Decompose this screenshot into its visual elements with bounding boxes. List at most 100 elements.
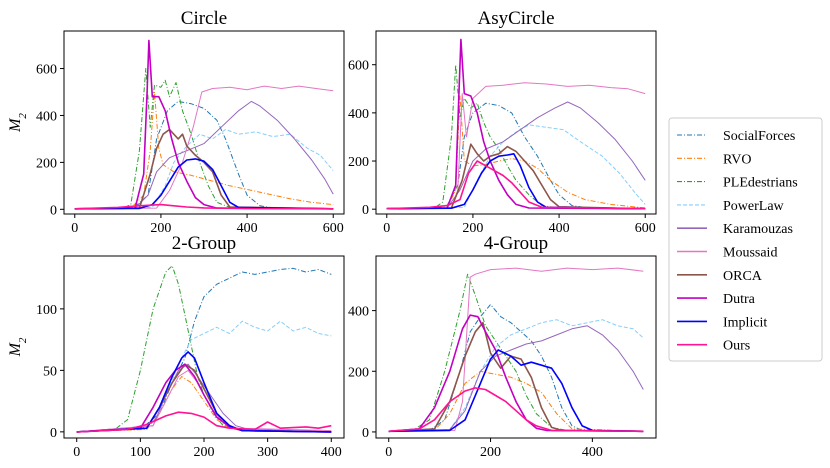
series-line-socialforces — [388, 304, 644, 432]
x-tick-label: 600 — [635, 221, 656, 236]
series-line-pledestrians — [76, 265, 332, 433]
series-line-pledestrians — [388, 273, 644, 432]
panel-title: Circle — [181, 8, 227, 29]
series-group — [386, 38, 646, 210]
series-group — [74, 39, 334, 210]
x-tick-label: 400 — [237, 221, 258, 236]
series-line-rvo — [388, 370, 644, 432]
series-line-moussaid — [388, 267, 644, 432]
series-line-implicit — [388, 349, 644, 433]
x-tick-label: 600 — [323, 221, 344, 236]
x-tick-label: 0 — [73, 445, 80, 460]
y-tick-label: 400 — [348, 305, 369, 320]
x-tick-label: 100 — [130, 445, 151, 460]
panel-title: AsyCircle — [477, 8, 554, 29]
y-tick-label: 600 — [348, 59, 369, 74]
panel-asycircle: AsyCircle 0 200 400 600 0 200 400 600 — [348, 8, 657, 236]
series-line-dutra — [76, 363, 332, 433]
series-line-moussaid — [386, 82, 646, 210]
series-line-pledestrians — [74, 68, 334, 210]
x-tick-label: 400 — [549, 221, 570, 236]
x-tick-label: 400 — [321, 445, 342, 460]
x-tick-label: 0 — [71, 221, 78, 236]
series-line-karamouzas — [76, 363, 332, 433]
series-line-ours — [74, 203, 334, 210]
y-tick-label: 200 — [36, 156, 57, 171]
legend-label-rvo: RVO — [723, 152, 751, 167]
legend-label-socialforces: SocialForces — [723, 129, 795, 144]
y-tick-label: 200 — [348, 155, 369, 170]
legend-label-moussaid: Moussaid — [723, 246, 777, 261]
panel-2-group: 2-Group 0 100 200 300 400 0 50 100 M2 — [7, 233, 345, 460]
x-tick-label: 300 — [257, 445, 278, 460]
series-line-implicit — [74, 158, 334, 210]
series-line-powerlaw — [388, 319, 644, 432]
x-tick-label: 200 — [194, 445, 215, 460]
y-tick-label: 50 — [43, 364, 57, 379]
series-line-ours — [76, 411, 332, 433]
series-line-pledestrians — [386, 64, 646, 210]
series-group — [76, 265, 332, 433]
x-tick-label: 0 — [383, 221, 390, 236]
y-tick-label: 400 — [36, 109, 57, 124]
series-line-powerlaw — [76, 320, 332, 433]
legend: SocialForces RVO PLEdestrians PowerLaw Karam… — [668, 117, 823, 362]
y-tick-label: 200 — [348, 365, 369, 380]
series-line-dutra — [74, 39, 334, 210]
series-line-socialforces — [76, 267, 332, 433]
y-tick-label: 0 — [50, 426, 57, 441]
y-tick-label: 600 — [36, 63, 57, 78]
y-tick-label: 100 — [36, 303, 57, 318]
series-line-orca — [74, 128, 334, 210]
y-tick-label: 0 — [50, 203, 57, 218]
series-line-ours — [386, 160, 646, 210]
x-tick-label: 400 — [582, 445, 603, 460]
y-tick-label: 0 — [362, 203, 369, 218]
x-tick-label: 0 — [385, 445, 392, 460]
series-line-implicit — [386, 153, 646, 210]
series-line-implicit — [76, 351, 332, 433]
series-line-rvo — [76, 376, 332, 433]
series-line-orca — [388, 321, 644, 433]
legend-label-karamouzas: Karamouzas — [723, 222, 793, 237]
x-tick-label: 200 — [150, 221, 171, 236]
axes-frame — [375, 255, 657, 439]
y-axis-label-subscript: 2 — [17, 337, 29, 343]
legend-label-implicit: Implicit — [723, 315, 767, 330]
series-line-powerlaw — [74, 129, 334, 210]
legend-label-dutra: Dutra — [723, 292, 756, 307]
legend-label-powerlaw: PowerLaw — [723, 199, 785, 214]
series-line-karamouzas — [388, 325, 644, 432]
panel-4-group: 4-Group 0 200 400 0 200 400 — [348, 233, 657, 460]
panel-title: 2-Group — [172, 233, 236, 254]
series-line-rvo — [74, 91, 334, 210]
series-line-powerlaw — [386, 124, 646, 210]
axes-frame — [63, 30, 345, 215]
axes-frame — [375, 30, 657, 215]
y-axis-label-subscript: 2 — [17, 113, 29, 119]
series-line-dutra — [388, 314, 644, 433]
x-tick-label: 200 — [462, 221, 483, 236]
y-tick-label: 400 — [348, 107, 369, 122]
panel-title: 4-Group — [484, 233, 548, 254]
series-line-socialforces — [74, 100, 334, 210]
legend-label-pledestrians: PLEdestrians — [723, 176, 798, 191]
legend-label-ours: Ours — [723, 339, 750, 354]
series-line-ours — [388, 387, 644, 433]
series-line-karamouzas — [74, 100, 334, 210]
series-group — [388, 267, 644, 433]
legend-frame — [668, 117, 823, 362]
series-line-orca — [76, 363, 332, 433]
y-tick-label: 0 — [362, 426, 369, 441]
series-line-karamouzas — [386, 101, 646, 210]
panel-circle: Circle 0 200 400 600 0 200 400 600 M2 — [7, 8, 345, 236]
x-tick-label: 200 — [480, 445, 501, 460]
axes-frame — [63, 255, 345, 439]
y-axis-label: M2 — [7, 337, 29, 357]
series-line-dutra — [386, 38, 646, 210]
series-line-moussaid — [74, 85, 334, 210]
series-line-socialforces — [386, 102, 646, 210]
series-line-orca — [386, 143, 646, 210]
legend-label-orca: ORCA — [723, 269, 763, 284]
